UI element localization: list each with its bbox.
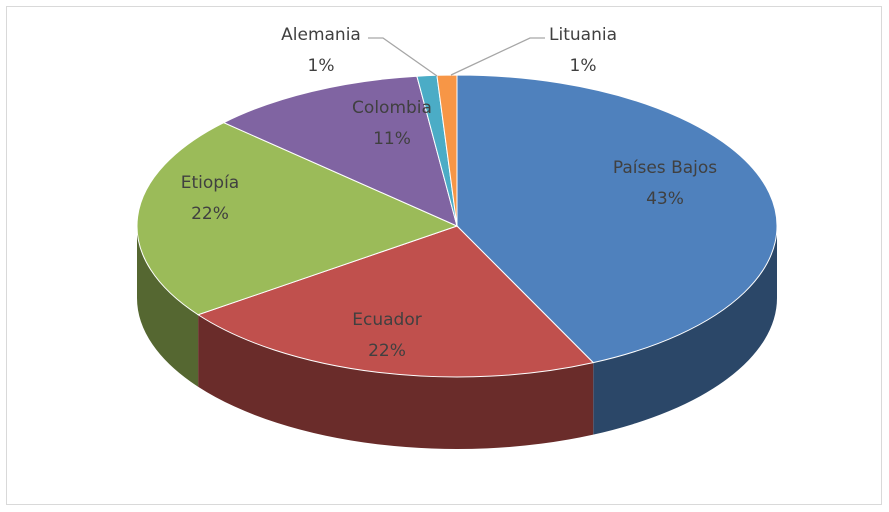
slice-side — [137, 226, 199, 387]
slice-label: Ecuador — [352, 310, 421, 330]
slice-value-label: 1% — [308, 56, 335, 76]
slice — [222, 75, 458, 227]
slice-label: Etiopía — [181, 173, 239, 193]
slice-value-label: 22% — [191, 204, 229, 224]
slice-label: Alemania — [281, 25, 361, 45]
slice-value-label: 43% — [646, 189, 684, 209]
leader-line — [450, 37, 545, 76]
slice-value-label: 11% — [373, 129, 411, 149]
slice-value-label: 1% — [570, 56, 597, 76]
slice-label: Colombia — [352, 98, 432, 118]
leader-line — [368, 37, 438, 77]
slice-label: Lituania — [549, 25, 617, 45]
slice — [136, 122, 459, 316]
slice-value-label: 22% — [368, 341, 406, 361]
slice-label: Países Bajos — [613, 158, 717, 178]
slice — [456, 74, 778, 364]
slice — [196, 225, 595, 378]
slice-side — [593, 226, 777, 435]
slice-side — [198, 314, 594, 449]
